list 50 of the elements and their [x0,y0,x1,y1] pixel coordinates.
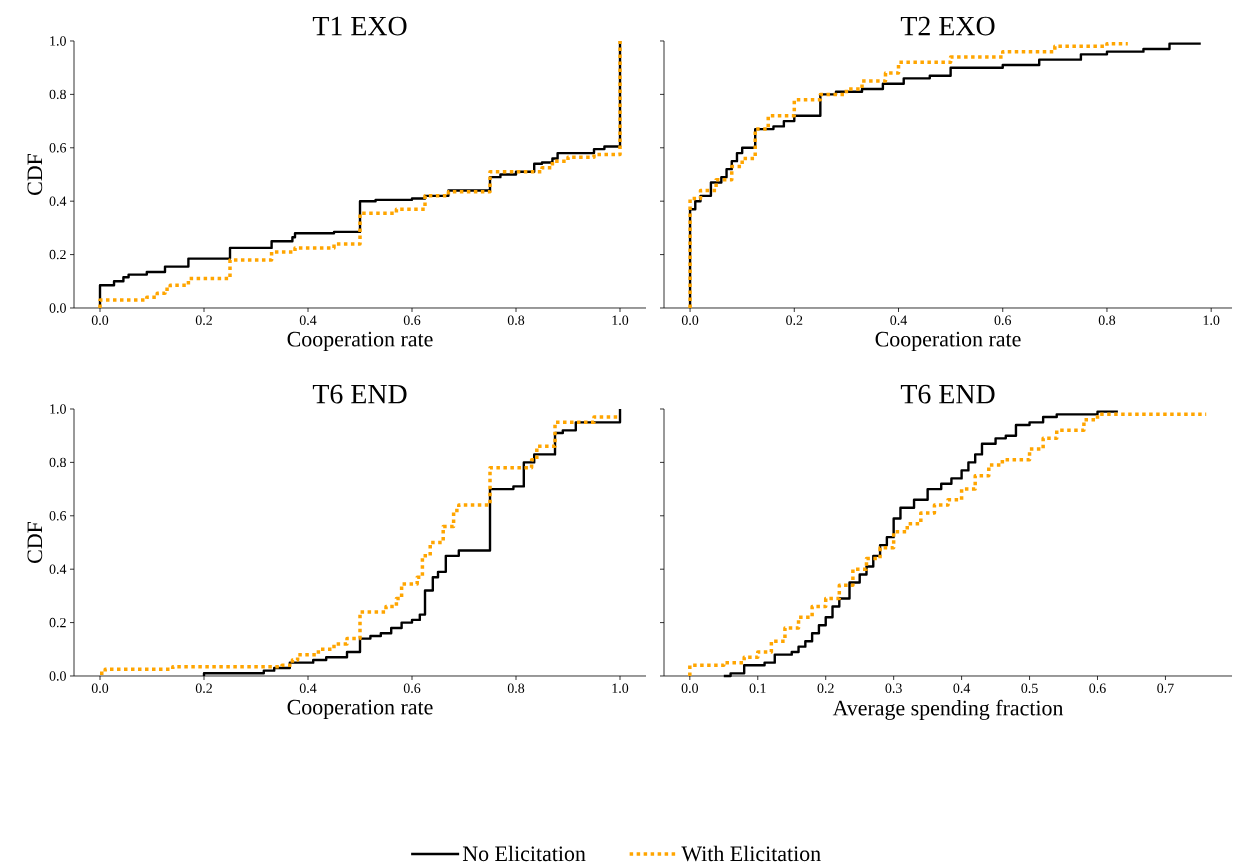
x-tick-label: 0.8 [507,315,525,325]
x-tick-label: 0.0 [91,315,109,325]
x-tick-label: 0.2 [195,683,212,693]
x-tick-label: 0.6 [1089,683,1106,693]
x-axis-title: Average spending fraction [832,699,1064,720]
legend-label: No Elicitation [462,845,586,861]
chart-title: T2 EXO [900,16,995,36]
x-tick-label: 0.5 [1021,683,1038,693]
y-tick-label: 0.0 [49,671,66,681]
x-axis-title: Cooperation rate [287,699,433,719]
chart-title: T1 EXO [312,16,407,36]
x-tick-label: 0.2 [786,315,803,325]
x-tick-label: 0.8 [1098,315,1116,325]
x-tick-label: 1.0 [612,315,629,325]
y-tick-label: 1.0 [50,404,66,414]
x-tick-label: 0.7 [1157,683,1174,693]
x-tick-label: 0.2 [195,315,212,325]
y-tick-label: 0.4 [49,564,67,574]
x-tick-label: 1.0 [1203,315,1220,325]
x-tick-label: 0.4 [953,683,971,693]
x-tick-label: 0.4 [890,315,908,325]
x-axis-title: Cooperation rate [287,331,433,351]
x-axis-title: Cooperation rate [875,331,1021,351]
y-tick-label: 1.0 [50,36,66,46]
legend-label: With Elicitation [681,845,821,862]
chart-title: T6 END [900,384,995,404]
x-tick-label: 0.0 [681,683,699,693]
y-tick-label: 0.2 [49,617,66,628]
x-tick-label: 0.1 [749,683,766,693]
x-tick-label: 1.0 [612,683,629,693]
x-tick-label: 0.6 [403,315,421,325]
x-tick-label: 0.6 [994,315,1012,325]
y-tick-label: 0.8 [49,89,66,99]
x-tick-label: 0.6 [403,683,421,693]
y-tick-label: 0.6 [49,510,67,521]
x-tick-label: 0.2 [817,683,834,693]
x-tick-label: 0.0 [91,683,109,693]
y-tick-label: 0.2 [49,249,66,260]
y-axis-title: CDF [27,521,43,563]
y-tick-label: 0.0 [49,303,66,313]
x-tick-label: 0.4 [299,683,317,693]
x-tick-label: 0.0 [681,315,699,325]
y-tick-label: 0.6 [49,142,67,153]
y-tick-label: 0.8 [49,457,66,467]
x-tick-label: 0.4 [299,315,317,325]
y-tick-label: 0.4 [49,196,67,206]
x-tick-label: 0.8 [507,683,525,693]
x-tick-label: 0.3 [885,683,902,693]
chart-title: T6 END [312,384,407,404]
y-axis-title: CDF [27,153,43,195]
